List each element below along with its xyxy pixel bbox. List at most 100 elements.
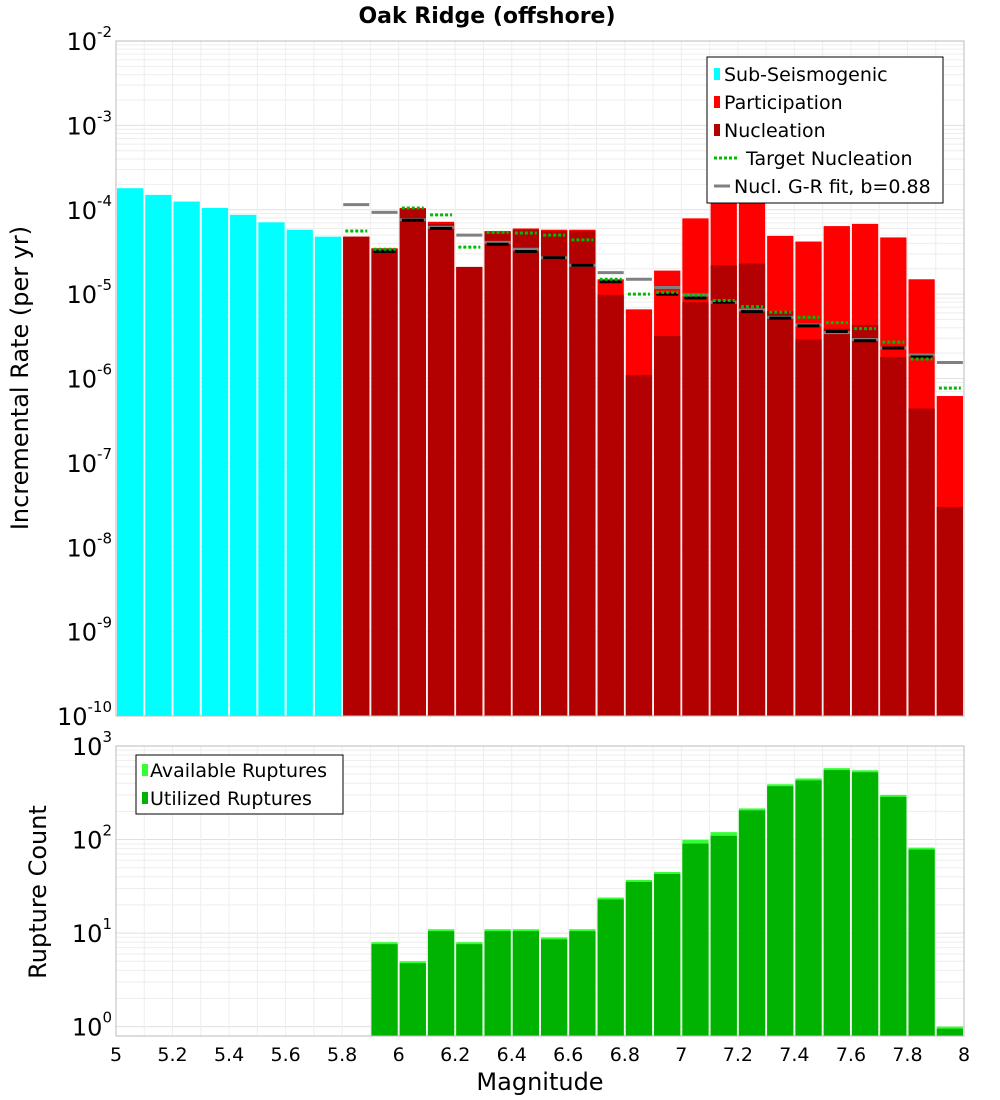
top-y-ticks: 10-2 10-3 10-4 10-5 10-6 10-7 10-8 10-9 10-10 — [57, 23, 112, 731]
legend-label: Utilized Ruptures — [150, 788, 312, 810]
top-y-tick-label: 10-6 — [66, 361, 112, 394]
bottom-y-tick-label: 102 — [72, 822, 112, 855]
utilized-ruptures-bar — [541, 939, 568, 1036]
sub-seismogenic-bar — [230, 214, 257, 716]
top-y-tick-label: 10-10 — [57, 698, 112, 731]
utilized-ruptures-bar — [936, 1028, 963, 1036]
utilized-ruptures-bar — [767, 786, 794, 1036]
x-tick-label: 7 — [675, 1044, 687, 1066]
nucleation-bar — [569, 230, 596, 716]
nucleation-bar — [625, 375, 653, 716]
sub-seismogenic-bar — [286, 229, 313, 717]
nucleation-bar — [343, 236, 370, 716]
nucleation-bar — [823, 328, 850, 716]
top-legend-box — [706, 56, 944, 204]
sub-seismogenic-bar — [173, 201, 200, 716]
chart-title: Oak Ridge (offshore) — [358, 4, 615, 29]
utilized-ruptures-bar — [682, 843, 709, 1036]
x-tick-label: 7.2 — [723, 1044, 753, 1066]
top-y-tick-label: 10-8 — [66, 529, 112, 562]
top-y-tick-label: 10-9 — [66, 614, 112, 647]
bottom-y-axis-label: Rupture Count — [24, 805, 52, 979]
legend-label: Participation — [724, 92, 843, 114]
utilized-ruptures-bar — [399, 963, 426, 1036]
nucleation-bar — [795, 339, 822, 716]
bottom-y-tick-label: 103 — [72, 728, 112, 761]
top-markers — [343, 203, 963, 390]
legend-swatch — [714, 124, 720, 136]
bottom-legend-box — [135, 754, 344, 815]
utilized-ruptures-bar — [880, 796, 907, 1036]
nucleation-bar — [371, 249, 398, 716]
utilized-ruptures-bar — [371, 944, 398, 1036]
bottom-panel: 103 102 101 100 5 5.2 5.4 5.6 5.8 6 6.2 6.4 6.6 6.8 7… — [24, 728, 970, 1096]
utilized-ruptures-bar — [823, 770, 850, 1036]
bottom-legend: Available Ruptures Utilized Ruptures — [135, 754, 344, 815]
nucleation-bar — [738, 263, 766, 716]
x-tick-label: 6.6 — [553, 1044, 583, 1066]
nucleation-bar — [851, 325, 879, 716]
nucleation-bar — [908, 408, 935, 716]
nucleation-bar — [541, 230, 568, 716]
nucleation-bar — [767, 311, 794, 716]
legend-label: Target Nucleation — [745, 148, 913, 170]
x-tick-label: 6.4 — [497, 1044, 527, 1066]
legend-label: Nucleation — [724, 120, 826, 142]
nucleation-bar — [597, 294, 624, 716]
top-bars — [117, 188, 963, 717]
utilized-ruptures-bar — [738, 810, 766, 1036]
top-y-axis-label: Incremental Rate (per yr) — [6, 226, 34, 530]
x-tick-label: 5.8 — [327, 1044, 357, 1066]
x-tick-label: 5.6 — [270, 1044, 300, 1066]
utilized-ruptures-bar — [569, 931, 596, 1036]
x-tick-label: 5 — [110, 1044, 122, 1066]
top-panel: 10-2 10-3 10-4 10-5 10-6 10-7 10-8 10-9 10-10 In… — [6, 23, 965, 731]
x-tick-label: 6.2 — [440, 1044, 470, 1066]
top-y-tick-label: 10-7 — [66, 445, 112, 478]
nucleation-bar — [427, 223, 455, 716]
nucleation-bar — [484, 232, 511, 716]
utilized-ruptures-bar — [512, 931, 539, 1036]
bottom-bars — [371, 768, 963, 1036]
top-y-tick-label: 10-4 — [66, 192, 112, 225]
nucleation-bar — [710, 265, 737, 716]
x-axis-label: Magnitude — [476, 1068, 603, 1096]
legend-label: Nucl. G-R fit, b=0.88 — [734, 176, 931, 198]
legend-swatch — [714, 68, 720, 80]
nucleation-bar — [936, 506, 963, 716]
legend-swatch — [142, 764, 148, 776]
bottom-y-tick-label: 101 — [72, 915, 112, 948]
x-tick-label: 6.8 — [610, 1044, 640, 1066]
utilized-ruptures-bar — [710, 835, 737, 1036]
top-y-tick-label: 10-3 — [66, 107, 112, 140]
sub-seismogenic-bar — [258, 222, 285, 716]
x-tick-label: 8 — [958, 1044, 970, 1066]
top-plot-frame — [115, 40, 965, 717]
nucleation-bar — [399, 209, 426, 716]
x-tick-label: 7.4 — [779, 1044, 809, 1066]
x-tick-label: 5.2 — [157, 1044, 187, 1066]
utilized-ruptures-bar — [795, 780, 822, 1036]
sub-seismogenic-bar — [201, 207, 229, 716]
legend-label: Sub-Seismogenic — [724, 64, 888, 86]
x-tick-label: 6 — [393, 1044, 405, 1066]
top-y-tick-label: 10-5 — [66, 276, 112, 309]
sub-seismogenic-bar — [314, 236, 342, 716]
bottom-plot-frame — [115, 745, 965, 1037]
nucleation-bar — [880, 356, 907, 716]
bottom-y-tick-label: 100 — [72, 1009, 112, 1042]
nucleation-bar — [456, 266, 483, 716]
utilized-ruptures-bar — [597, 899, 624, 1036]
sub-seismogenic-bar — [145, 194, 172, 716]
utilized-ruptures-bar — [851, 772, 879, 1036]
nucleation-bar — [682, 302, 709, 716]
utilized-ruptures-bar — [654, 873, 681, 1036]
legend-swatch — [142, 792, 148, 804]
x-tick-label: 5.4 — [214, 1044, 244, 1066]
sub-seismogenic-bar — [117, 188, 144, 717]
nucleation-bar — [512, 229, 539, 717]
utilized-ruptures-bar — [456, 944, 483, 1036]
nucleation-bar — [654, 335, 681, 716]
legend-label: Available Ruptures — [150, 760, 327, 782]
